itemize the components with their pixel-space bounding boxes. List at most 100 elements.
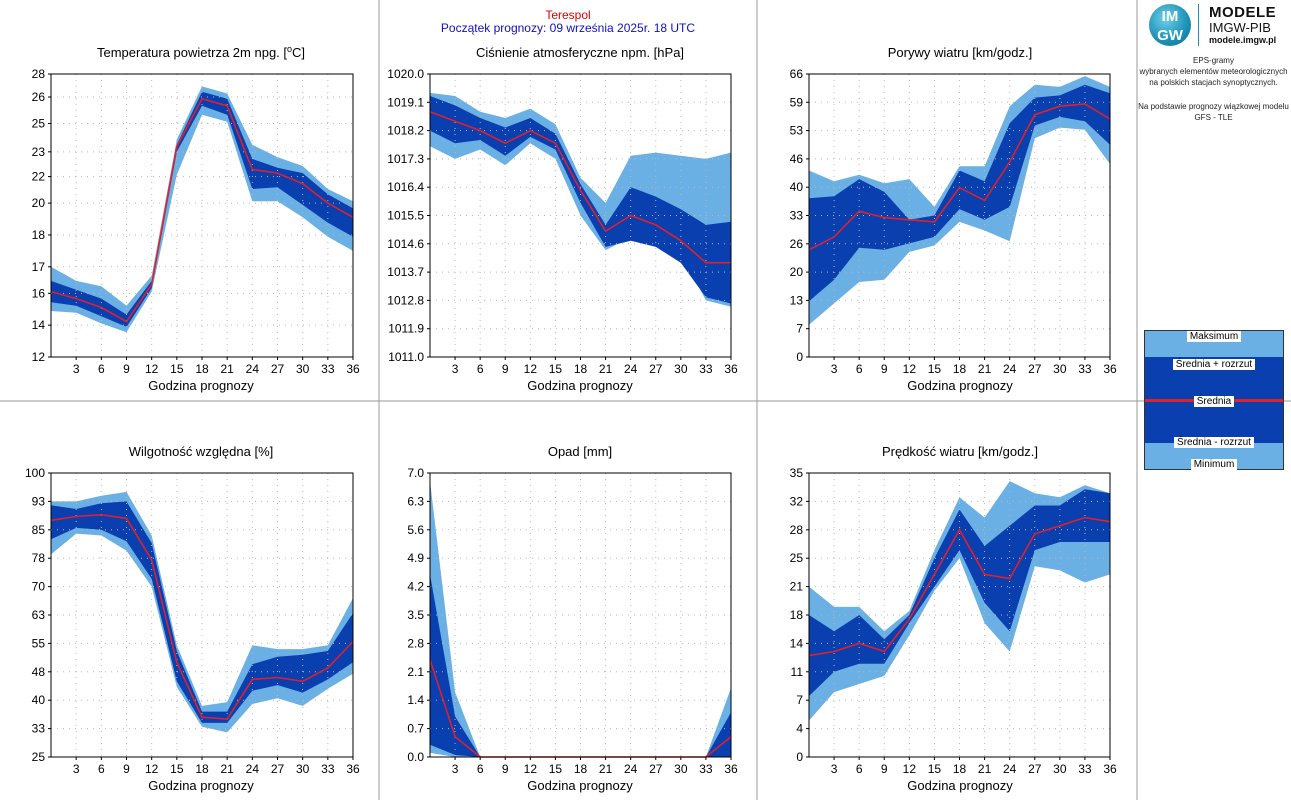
chart-panel-2: 1011.0 1011.9 1012.8 1013.7 1014.6 1015.5 1016… (387, 45, 738, 393)
chart-title-text: Temperatura powietrza 2m npg. [ (97, 45, 287, 60)
y-tick-label: 100 (25, 466, 45, 480)
x-tick-label: 24 (624, 362, 638, 376)
x-tick-label: 6 (477, 762, 484, 776)
x-tick-label: 9 (502, 362, 509, 376)
legend-mean-plus-label: Średnia + rozrzut (1145, 359, 1283, 370)
y-tick-label: 17 (32, 260, 46, 274)
y-tick-label: 33 (32, 722, 46, 736)
info-model: Na podstawie prognozy wiązkowej modelu G… (1136, 101, 1291, 123)
y-tick-label: 1011.9 (388, 322, 424, 336)
y-tick-label: 28 (32, 67, 46, 81)
x-tick-label: 21 (220, 762, 234, 776)
y-tick-label: 22 (32, 170, 46, 184)
y-tick-label: 28 (790, 523, 804, 537)
y-tick-label: 26 (32, 90, 46, 104)
chart-title: Porywy wiatru [km/godz.] (888, 45, 1033, 60)
x-tick-label: 9 (123, 362, 130, 376)
x-tick-label: 36 (724, 762, 738, 776)
y-tick-label: 40 (790, 180, 804, 194)
y-tick-label: 55 (32, 636, 46, 650)
y-tick-label: 78 (32, 551, 46, 565)
x-tick-label: 30 (1053, 362, 1067, 376)
y-tick-label: 13 (790, 293, 804, 307)
x-tick-label: 21 (978, 362, 992, 376)
x-tick-label: 6 (477, 362, 484, 376)
x-tick-label: 33 (1078, 762, 1092, 776)
x-tick-label: 12 (524, 362, 538, 376)
x-tick-label: 24 (1003, 762, 1017, 776)
mean-line (429, 659, 732, 758)
y-tick-label: 40 (32, 693, 46, 707)
logo-url[interactable]: modele.imgw.pl (1209, 35, 1277, 45)
x-tick-label: 18 (195, 762, 209, 776)
y-tick-label: 85 (32, 523, 46, 537)
x-tick-label: 27 (1028, 362, 1042, 376)
legend-mean-minus-text: Średnia - rozrzut (1174, 437, 1254, 448)
legend-max-label: Maksimum (1145, 331, 1283, 342)
x-tick-label: 15 (928, 762, 942, 776)
y-tick-label: 14 (32, 318, 46, 332)
y-tick-label: 0 (796, 350, 803, 364)
logo-separator (1198, 4, 1199, 46)
x-tick-label: 18 (574, 762, 588, 776)
band-spread (809, 84, 1110, 302)
chart-panel-5: 0.00.71.42.12.83.54.24.95.66.37.03 6 9 12 15… (407, 444, 738, 793)
x-tick-label: 18 (574, 362, 588, 376)
legend-mean-plus-text: Średnia + rozrzut (1172, 359, 1256, 370)
chart-title: Opad [mm] (548, 444, 612, 459)
x-tick-label: 3 (452, 762, 459, 776)
x-tick-label: 21 (978, 762, 992, 776)
y-tick-label: 7 (796, 693, 803, 707)
x-tick-label: 18 (953, 362, 967, 376)
y-tick-label: 1015.5 (387, 209, 424, 223)
x-tick-label: 27 (271, 362, 285, 376)
y-tick-label: 2.1 (407, 665, 424, 679)
info-description: EPS-gramy wybranych elementów meteorolog… (1136, 55, 1291, 88)
y-tick-label: 1013.7 (387, 265, 424, 279)
y-tick-label: 1.4 (407, 693, 424, 707)
y-tick-label: 1020.0 (387, 67, 424, 81)
y-tick-label: 11 (791, 665, 804, 679)
y-tick-label: 3.5 (407, 608, 424, 622)
x-tick-label: 15 (170, 362, 184, 376)
x-tick-label: 12 (903, 362, 917, 376)
mean-line (808, 103, 1111, 251)
x-tick-label: 27 (271, 762, 285, 776)
info-line: EPS-gramy (1193, 56, 1234, 65)
info-line: na polskich stacjach synoptycznych. (1149, 78, 1278, 87)
chart-title: Wilgotność względna [%] (129, 444, 274, 459)
y-tick-label: 5.6 (407, 523, 424, 537)
legend-min-text: Minimum (1190, 459, 1238, 470)
x-axis-label: Godzina prognozy (907, 378, 1013, 393)
y-tick-label: 20 (790, 265, 804, 279)
logo-mark-top: IM (1161, 8, 1179, 25)
y-tick-label: 0.7 (407, 722, 424, 736)
x-tick-label: 30 (674, 762, 688, 776)
y-tick-label: 1018.2 (387, 124, 424, 138)
forecast-start: Początek prognozy: 09 września 2025r. 18… (440, 21, 696, 35)
x-tick-label: 21 (599, 762, 613, 776)
x-tick-label: 9 (881, 362, 888, 376)
info-line: GFS - TLE (1194, 113, 1233, 122)
y-tick-label: 23 (32, 145, 46, 159)
x-tick-label: 15 (928, 362, 942, 376)
y-tick-label: 59 (790, 95, 804, 109)
legend-box: Maksimum Średnia + rozrzut Średnia Średn… (1144, 330, 1284, 470)
imgw-logo: IM GW MODELE IMGW-PIB modele.imgw.pl (1143, 0, 1291, 50)
legend-mean-minus-label: Średnia - rozrzut (1145, 437, 1283, 448)
x-tick-label: 3 (73, 362, 80, 376)
x-tick-label: 36 (724, 362, 738, 376)
logo-title: MODELE (1209, 4, 1277, 21)
x-tick-label: 3 (452, 362, 459, 376)
chart-title: Temperatura powietrza 2m npg. [oC] (97, 44, 305, 60)
legend-mean-text: Średnia (1193, 396, 1235, 407)
band-spread (51, 91, 353, 327)
x-tick-label: 24 (246, 762, 260, 776)
x-tick-label: 3 (831, 762, 838, 776)
x-tick-label: 24 (1003, 362, 1017, 376)
x-tick-label: 30 (296, 762, 310, 776)
x-tick-label: 36 (346, 762, 360, 776)
band-spread (809, 489, 1110, 697)
